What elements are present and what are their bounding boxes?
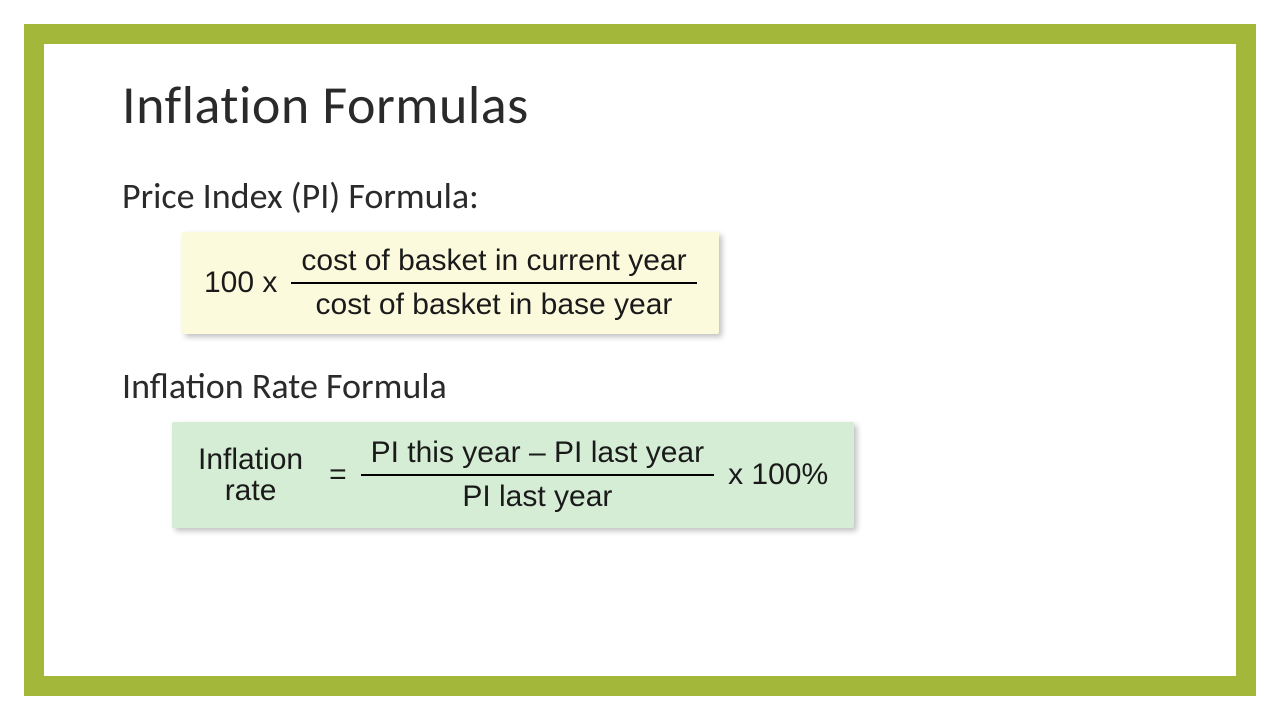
rate-formula-equals: = [329, 458, 347, 492]
rate-formula-box: Inflation rate = PI this year – PI last … [172, 422, 854, 528]
slide-content: Inflation Formulas Price Index (PI) Form… [44, 44, 1236, 676]
pi-formula-box: 100 x cost of basket in current year cos… [182, 232, 719, 334]
rate-formula-denominator: PI last year [452, 476, 622, 514]
rate-formula-tail: x 100% [728, 458, 828, 492]
rate-formula-fraction: PI this year – PI last year PI last year [361, 436, 714, 514]
rate-label-line1: Inflation [198, 444, 303, 476]
pi-formula-denominator: cost of basket in base year [306, 284, 683, 322]
slide-frame: Inflation Formulas Price Index (PI) Form… [24, 24, 1256, 696]
rate-formula-label: Inflation rate [198, 444, 303, 507]
rate-heading: Inflation Rate Formula [122, 364, 1158, 408]
pi-formula-fraction: cost of basket in current year cost of b… [291, 244, 696, 322]
pi-formula-lead: 100 x [204, 266, 277, 300]
slide-title: Inflation Formulas [122, 72, 1158, 138]
pi-heading: Price Index (PI) Formula: [122, 174, 1158, 218]
rate-label-line2: rate [225, 475, 277, 507]
pi-formula-numerator: cost of basket in current year [291, 244, 696, 284]
rate-formula-numerator: PI this year – PI last year [361, 436, 714, 476]
